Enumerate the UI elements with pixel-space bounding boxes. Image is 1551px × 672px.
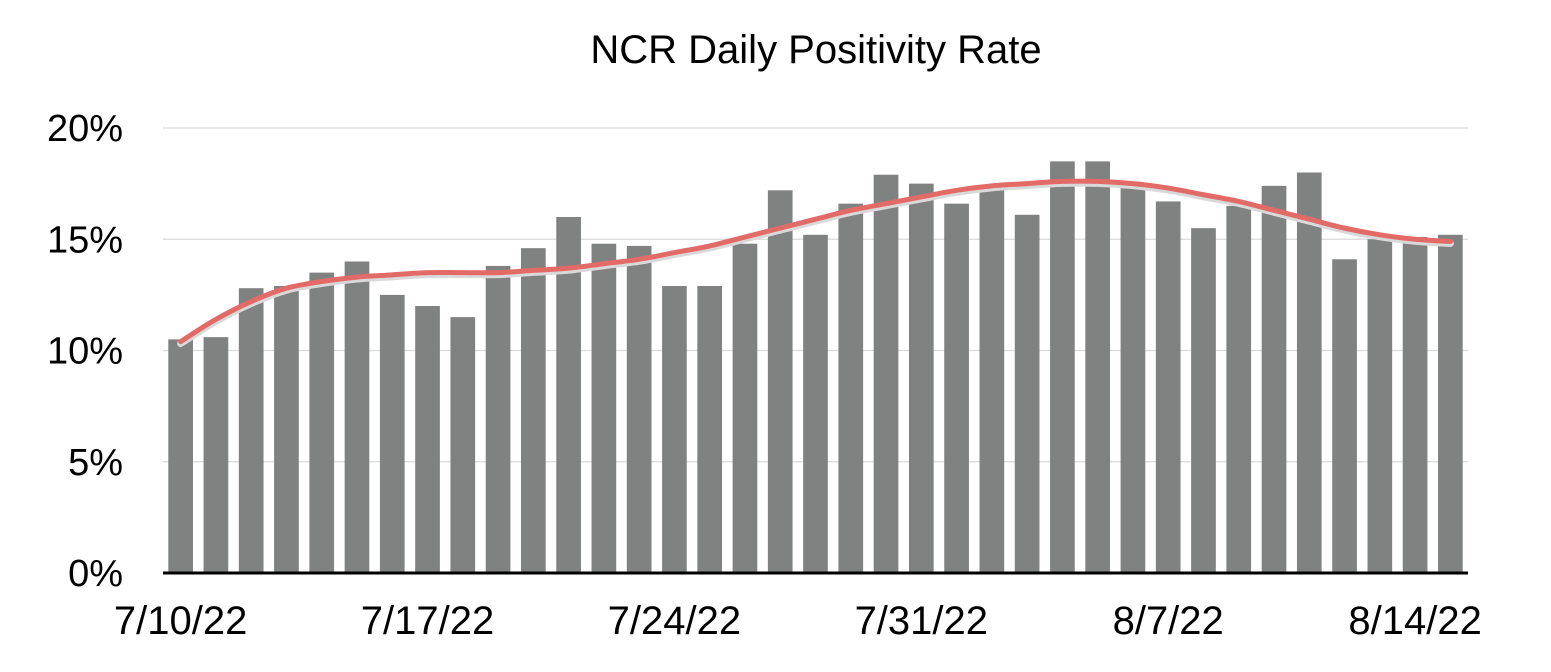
bar: [344, 261, 370, 573]
bar: [1014, 214, 1040, 573]
bar: [379, 294, 405, 573]
x-tick-label: 7/10/22: [114, 599, 247, 643]
bar: [1120, 183, 1146, 573]
bars: [168, 161, 1463, 574]
bar: [1438, 234, 1463, 574]
chart-title: NCR Daily Positivity Rate: [590, 28, 1041, 72]
bar: [415, 306, 440, 573]
bar: [979, 188, 1005, 573]
y-tick-label: 0%: [68, 553, 123, 595]
x-tick-label: 7/17/22: [361, 599, 494, 643]
bar: [662, 285, 687, 573]
y-tick-label: 5%: [68, 442, 123, 484]
bar: [767, 190, 793, 574]
bar: [556, 217, 581, 573]
y-tick-labels: 0% 5% 10% 15% 20%: [47, 108, 123, 595]
bar: [1367, 239, 1393, 573]
bar: [1402, 237, 1428, 573]
bar: [485, 265, 511, 573]
bar: [203, 337, 229, 573]
bar: [732, 243, 758, 573]
bar: [1226, 205, 1252, 573]
bar: [309, 272, 335, 573]
bar: [944, 203, 969, 573]
x-tick-label: 8/7/22: [1113, 599, 1224, 643]
y-tick-label: 20%: [47, 108, 123, 150]
bar: [873, 174, 899, 573]
trend-line: [177, 178, 1454, 348]
bar: [168, 339, 193, 573]
bar: [1191, 228, 1216, 573]
bar: [591, 243, 617, 573]
x-tick-label: 7/31/22: [855, 599, 988, 643]
bar: [238, 288, 264, 573]
bar: [1155, 201, 1181, 574]
bar: [274, 285, 299, 573]
bar: [626, 245, 652, 574]
x-tick-labels: 7/10/22 7/17/22 7/24/22 7/31/22 8/7/22 8/14/2…: [114, 599, 1482, 643]
x-tick-label: 7/24/22: [608, 599, 741, 643]
bar: [1261, 185, 1287, 573]
y-tick-label: 10%: [47, 331, 123, 373]
bar: [1085, 161, 1111, 573]
trend-line-path: [178, 178, 1453, 345]
bar: [1050, 161, 1075, 573]
bar: [520, 248, 546, 573]
bar: [838, 203, 864, 573]
x-tick-label: 8/14/22: [1348, 599, 1481, 643]
bar: [697, 285, 723, 573]
bar: [1332, 259, 1357, 573]
bar: [1296, 172, 1322, 573]
bar: [803, 234, 828, 574]
y-tick-label: 15%: [47, 219, 123, 261]
bar: [450, 317, 476, 573]
bar: [908, 183, 934, 573]
